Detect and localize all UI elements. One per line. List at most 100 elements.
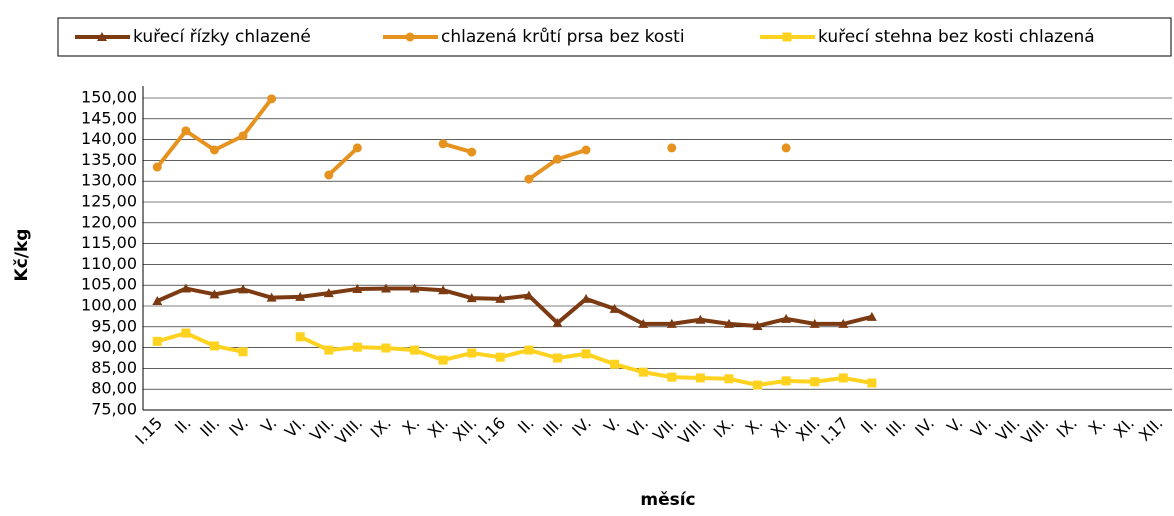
y-tick-label: 100,00 [81,296,137,315]
x-tick-label: III. [196,413,223,440]
x-tick-label: VII. [992,413,1023,444]
y-tick-label: 125,00 [81,192,137,211]
y-tick-label: 140,00 [81,129,137,148]
y-tick-label: 145,00 [81,108,137,127]
data-point [638,318,649,328]
x-tick-label: VIII. [1017,413,1052,448]
data-point [209,289,220,299]
data-point [295,332,305,342]
x-tick-label: VII. [306,413,337,444]
data-point [695,314,706,324]
data-point [610,359,620,369]
data-point [324,170,334,180]
x-tick-label: III. [539,413,566,440]
x-tick-label: I.17 [817,413,852,448]
data-point [867,378,877,388]
data-point [724,374,734,384]
legend-marker [405,32,415,42]
data-point [752,320,763,330]
data-point [380,283,391,293]
x-tick-label: V. [600,413,623,436]
y-tick-label: 135,00 [81,150,137,169]
data-point [238,131,248,141]
x-tick-label: III. [882,413,909,440]
data-point [295,291,306,301]
x-tick-label: XI. [1110,413,1138,441]
x-axis-title: měsíc [640,490,695,510]
y-tick-label: 85,00 [91,358,137,377]
data-point [467,348,477,358]
data-point [409,283,420,293]
data-point [809,318,820,328]
data-point [181,328,191,338]
x-tick-label: V. [943,413,966,436]
data-point [324,345,334,355]
data-point [781,376,791,386]
data-point [438,139,448,149]
x-tick-label: X. [1085,413,1110,438]
data-point [524,174,534,184]
data-point [581,145,591,155]
series-line [156,286,873,328]
data-point [581,293,592,303]
y-tick-label: 150,00 [81,88,137,107]
x-tick-label: IV. [911,413,938,440]
data-point [523,290,534,300]
x-tick-label: II. [171,413,195,437]
x-tick-label: II. [857,413,881,437]
data-point [352,143,362,153]
x-tick-label: VI. [624,413,652,441]
data-point [152,296,163,306]
data-point [609,303,620,313]
x-tick-label: VIII. [331,413,366,448]
x-tick-label: I.15 [131,413,166,448]
data-point [152,162,162,172]
legend-label: kuřecí řízky chlazené [133,27,311,47]
data-point [352,342,362,352]
data-point [267,94,277,104]
data-point [723,318,734,328]
data-point [866,311,877,321]
x-tick-label: XI. [424,413,452,441]
x-tick-label: V. [257,413,280,436]
data-point [667,143,677,153]
y-tick-label: 80,00 [91,379,137,398]
x-tick-label: IX. [710,413,738,441]
data-point [495,293,506,303]
x-tick-label: X. [742,413,767,438]
legend-label: kuřecí stehna bez kosti chlazená [818,27,1095,47]
x-tick-label: I.16 [474,413,509,448]
data-point [781,143,791,153]
y-tick-label: 130,00 [81,171,137,190]
series-line [156,331,873,388]
data-point [552,318,563,328]
y-tick-label: 110,00 [81,254,137,273]
x-tick-label: II. [514,413,538,437]
data-point [495,352,505,362]
x-tick-label: VI. [281,413,309,441]
x-tick-label: IX. [367,413,395,441]
data-point [323,288,334,298]
data-point [381,343,391,353]
data-point [438,285,449,295]
data-point [810,377,820,387]
data-point [667,372,677,382]
x-tick-label: VIII. [674,413,709,448]
x-tick-label: IX. [1053,413,1081,441]
y-axis-title: Kč/kg [12,229,32,282]
data-point [209,341,219,351]
x-tick-label: XII. [449,413,480,444]
x-tick-label: VII. [649,413,680,444]
series-line [157,99,786,179]
data-point [552,154,562,164]
data-point [838,373,848,383]
data-point [238,284,249,294]
y-tick-label: 105,00 [81,275,137,294]
data-point [438,355,448,365]
data-point [838,318,849,328]
data-point [352,283,363,293]
x-tick-label: X. [399,413,424,438]
data-point [638,367,648,377]
data-point [581,349,591,359]
